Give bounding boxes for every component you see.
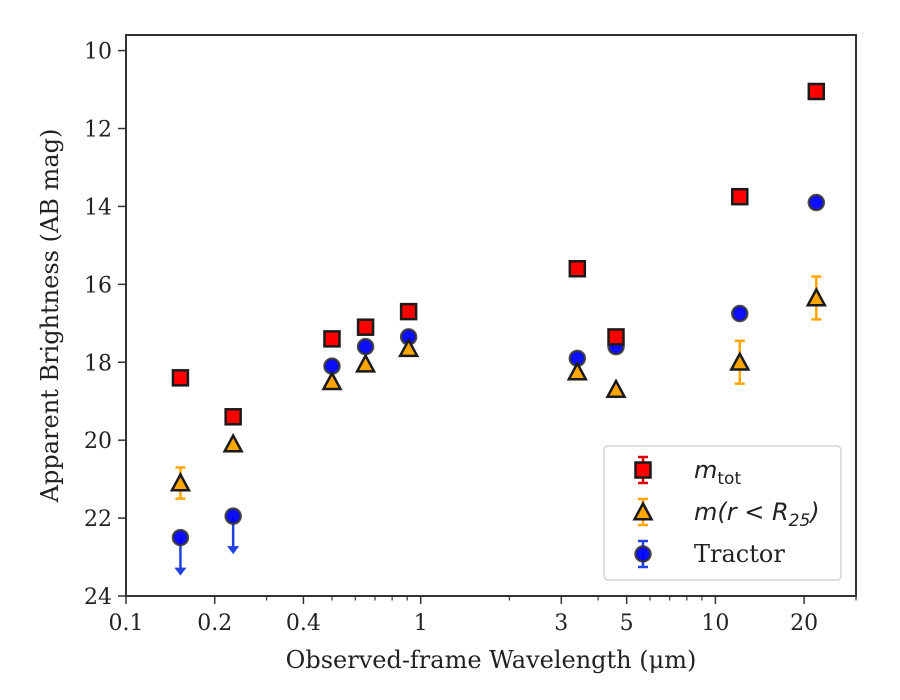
x-tick-label: 20	[790, 611, 818, 636]
data-point	[169, 471, 192, 492]
x-axis-label: Observed-frame Wavelength (μm)	[286, 646, 697, 674]
legend-box	[603, 445, 842, 581]
upper-limit-arrowhead	[227, 546, 240, 555]
data-point	[222, 432, 244, 453]
legend-handle	[634, 455, 652, 485]
plot-area	[169, 82, 827, 576]
y-tick-label: 22	[84, 507, 112, 532]
legend-label-main: Tractor	[694, 540, 785, 568]
series-triangle	[169, 275, 827, 500]
data-point	[805, 286, 827, 307]
data-point	[356, 318, 375, 336]
y-tick-label: 20	[84, 429, 112, 454]
data-point	[171, 369, 190, 387]
data-point	[807, 193, 826, 212]
legend-label-sub: tot	[717, 469, 741, 489]
data-point	[323, 330, 341, 348]
legend-label-tail: )	[808, 498, 819, 526]
legend-marker	[634, 545, 652, 563]
legend-label: m(r < R25)	[694, 498, 820, 531]
series-square	[171, 82, 826, 426]
x-tick-label: 1	[414, 611, 428, 636]
data-point	[398, 337, 420, 358]
data-point	[354, 353, 377, 373]
data-point	[321, 370, 343, 391]
legend-handle	[634, 539, 652, 569]
data-point	[729, 351, 751, 371]
legend-label: mtot	[694, 456, 741, 489]
x-tick-label: 0.1	[109, 611, 144, 636]
y-tick-label: 12	[84, 118, 112, 143]
y-tick-label: 14	[84, 195, 112, 220]
legend-marker	[634, 461, 652, 479]
x-tick-label: 0.2	[197, 611, 232, 636]
data-point	[399, 302, 418, 321]
data-point	[731, 187, 749, 206]
data-point	[356, 337, 375, 356]
data-point	[605, 378, 627, 398]
legend-handle	[632, 497, 654, 527]
legend-marker	[632, 500, 654, 521]
legend-label-main: m	[694, 456, 717, 484]
y-tick-label: 18	[84, 351, 112, 376]
legend-label-sub: 25	[789, 511, 811, 531]
data-point	[731, 304, 749, 323]
data-point	[568, 260, 587, 278]
legend-label-main: m(r < R	[694, 498, 789, 526]
data-point	[807, 82, 826, 101]
data-point	[171, 528, 190, 547]
legend-label: Tractor	[694, 540, 785, 568]
x-tick-label: 0.4	[286, 611, 321, 636]
y-axis-label: Apparent Brightness (AB mag)	[36, 129, 64, 504]
legend: mtot m(r < R25) Tractor	[603, 445, 842, 581]
upper-limit-arrowhead	[174, 567, 187, 576]
plot-frame	[125, 34, 857, 597]
data-point	[224, 408, 242, 426]
data-point	[566, 360, 588, 381]
y-tick-label: 16	[84, 273, 112, 298]
y-tick-label: 24	[84, 585, 112, 610]
x-tick-label: 3	[554, 611, 568, 636]
axis-ticks: 0.1 0.2 0.4 1 3 5 10 20 10 12 14 16 18 20 22 24	[84, 40, 857, 636]
data-point	[224, 507, 242, 525]
x-tick-label: 5	[620, 611, 634, 636]
data-point	[607, 328, 625, 346]
y-tick-label: 10	[84, 40, 112, 65]
x-tick-label: 10	[701, 611, 729, 636]
